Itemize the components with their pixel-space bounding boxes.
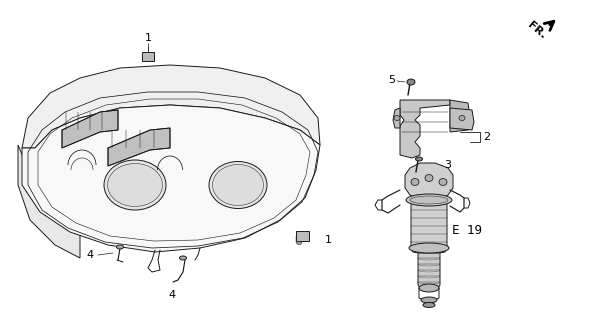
Ellipse shape	[415, 157, 423, 161]
Text: 4: 4	[168, 290, 176, 300]
Ellipse shape	[409, 243, 449, 253]
Ellipse shape	[394, 116, 400, 121]
Text: 3: 3	[444, 160, 451, 170]
FancyBboxPatch shape	[296, 231, 309, 241]
Ellipse shape	[213, 164, 264, 205]
Text: 1: 1	[145, 33, 151, 43]
Polygon shape	[18, 145, 80, 258]
Ellipse shape	[116, 245, 124, 249]
Ellipse shape	[421, 297, 437, 303]
Polygon shape	[405, 163, 453, 202]
Ellipse shape	[108, 164, 163, 206]
Polygon shape	[450, 108, 474, 130]
Polygon shape	[400, 100, 450, 158]
Polygon shape	[22, 65, 320, 148]
Ellipse shape	[297, 242, 301, 244]
Text: 2: 2	[483, 132, 490, 142]
Text: 1: 1	[325, 235, 332, 245]
Ellipse shape	[419, 284, 439, 292]
Ellipse shape	[180, 256, 187, 260]
Polygon shape	[22, 105, 320, 252]
Ellipse shape	[209, 162, 267, 209]
Text: 4: 4	[86, 250, 93, 260]
Polygon shape	[418, 253, 440, 290]
Ellipse shape	[459, 116, 465, 121]
Ellipse shape	[104, 160, 166, 210]
Ellipse shape	[423, 302, 435, 308]
Text: E 19: E 19	[452, 223, 482, 236]
Polygon shape	[62, 110, 118, 148]
Ellipse shape	[411, 179, 419, 186]
Polygon shape	[393, 108, 400, 128]
FancyBboxPatch shape	[142, 52, 154, 61]
Polygon shape	[450, 100, 470, 132]
Ellipse shape	[439, 179, 447, 186]
Ellipse shape	[406, 194, 452, 206]
Polygon shape	[108, 128, 170, 166]
Polygon shape	[411, 200, 447, 255]
Ellipse shape	[410, 196, 448, 204]
Text: FR.: FR.	[526, 20, 548, 40]
Ellipse shape	[407, 79, 415, 85]
Text: 5: 5	[388, 75, 395, 85]
Ellipse shape	[425, 174, 433, 181]
